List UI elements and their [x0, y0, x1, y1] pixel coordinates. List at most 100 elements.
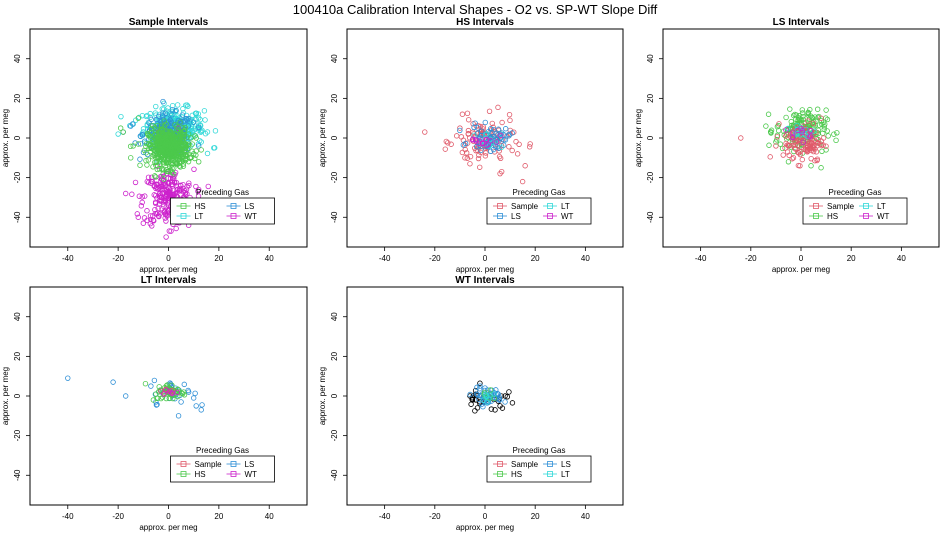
data-point	[189, 141, 195, 147]
y-tick-label: 0	[330, 135, 339, 140]
y-axis-label: approx. per meg	[1, 109, 10, 167]
data-point	[767, 154, 773, 160]
y-tick-label: -20	[13, 171, 22, 183]
data-point	[179, 141, 185, 148]
data-point	[783, 127, 789, 133]
data-point	[163, 395, 169, 402]
data-point	[496, 153, 503, 160]
data-point	[804, 142, 811, 149]
data-point	[167, 154, 173, 160]
data-point	[173, 107, 179, 114]
data-point	[190, 119, 197, 125]
data-point	[488, 406, 495, 412]
data-point	[773, 139, 779, 145]
data-point	[162, 211, 169, 218]
data-point	[190, 151, 197, 157]
data-point	[117, 125, 124, 131]
data-point	[185, 131, 192, 137]
x-tick-label: -40	[695, 254, 707, 263]
y-tick-label: 20	[646, 93, 655, 102]
data-point	[151, 124, 158, 130]
data-point	[522, 163, 528, 169]
data-point	[502, 393, 508, 399]
legend-marker	[497, 213, 503, 219]
data-point	[766, 142, 772, 148]
data-point	[483, 131, 489, 138]
data-point	[120, 129, 126, 135]
data-point	[173, 388, 179, 394]
data-point	[169, 169, 175, 176]
data-point	[148, 126, 155, 132]
points-layer	[65, 375, 205, 419]
legend-entry-ls: LS	[561, 460, 571, 469]
data-point	[155, 205, 161, 212]
data-point	[167, 121, 173, 127]
x-tick-label: 20	[214, 512, 223, 521]
data-point	[128, 123, 134, 129]
data-point	[180, 161, 186, 167]
data-point	[201, 108, 208, 114]
data-point	[810, 148, 817, 155]
x-tick-label: 40	[581, 254, 590, 263]
x-tick-label: 20	[531, 512, 540, 521]
legend-entry-wt: WT	[877, 212, 890, 221]
x-axis-label: approx. per meg	[139, 523, 197, 532]
data-point	[509, 400, 516, 406]
data-point	[472, 408, 478, 414]
data-point	[193, 183, 199, 190]
legend-entry-hs: HS	[511, 470, 522, 479]
data-point	[831, 131, 837, 137]
data-point	[164, 179, 170, 186]
data-point	[163, 159, 169, 165]
legend-title: Preceding Gas	[513, 188, 566, 197]
data-point	[199, 402, 205, 408]
data-point	[156, 113, 162, 120]
legend: Preceding Gas Sample LT HS WT	[802, 188, 908, 225]
y-tick-label: 20	[330, 93, 339, 102]
x-tick-label: 0	[483, 512, 488, 521]
legend-marker	[230, 461, 237, 467]
data-point	[820, 135, 827, 141]
panel-title: LT Intervals	[141, 275, 197, 286]
legend-entry-lt: LT	[561, 470, 570, 479]
legend-title: Preceding Gas	[829, 188, 882, 197]
data-point	[178, 399, 184, 405]
data-point	[491, 391, 497, 397]
data-point	[497, 403, 503, 409]
data-point	[163, 121, 169, 127]
data-point	[193, 135, 199, 141]
y-tick-label: 40	[330, 312, 339, 321]
y-tick-label: 0	[646, 135, 655, 140]
data-point	[484, 131, 490, 137]
data-point	[170, 183, 176, 189]
panel-title: WT Intervals	[455, 275, 515, 286]
data-point	[493, 139, 499, 145]
data-point	[192, 110, 199, 116]
data-point	[526, 144, 533, 150]
data-point	[484, 136, 490, 143]
data-point	[141, 147, 148, 154]
x-tick-label: -20	[745, 254, 757, 263]
data-point	[486, 108, 493, 115]
legend-marker	[547, 471, 553, 477]
data-point	[161, 118, 168, 124]
data-point	[152, 173, 158, 179]
y-axis-label: approx. per meg	[318, 367, 327, 425]
data-point	[163, 212, 170, 218]
data-point	[471, 124, 477, 131]
data-point	[498, 132, 504, 138]
data-point	[180, 106, 186, 112]
data-point	[162, 143, 169, 149]
data-point	[139, 194, 145, 200]
data-point	[177, 135, 183, 141]
x-tick-label: -40	[62, 512, 74, 521]
data-point	[169, 107, 176, 113]
panel-title: LS Intervals	[773, 17, 830, 28]
x-tick-label: 0	[166, 512, 171, 521]
data-point	[180, 134, 186, 140]
data-point	[780, 152, 786, 158]
data-point	[166, 228, 173, 234]
data-point	[153, 159, 160, 165]
data-point	[204, 150, 211, 157]
data-point	[164, 189, 171, 195]
